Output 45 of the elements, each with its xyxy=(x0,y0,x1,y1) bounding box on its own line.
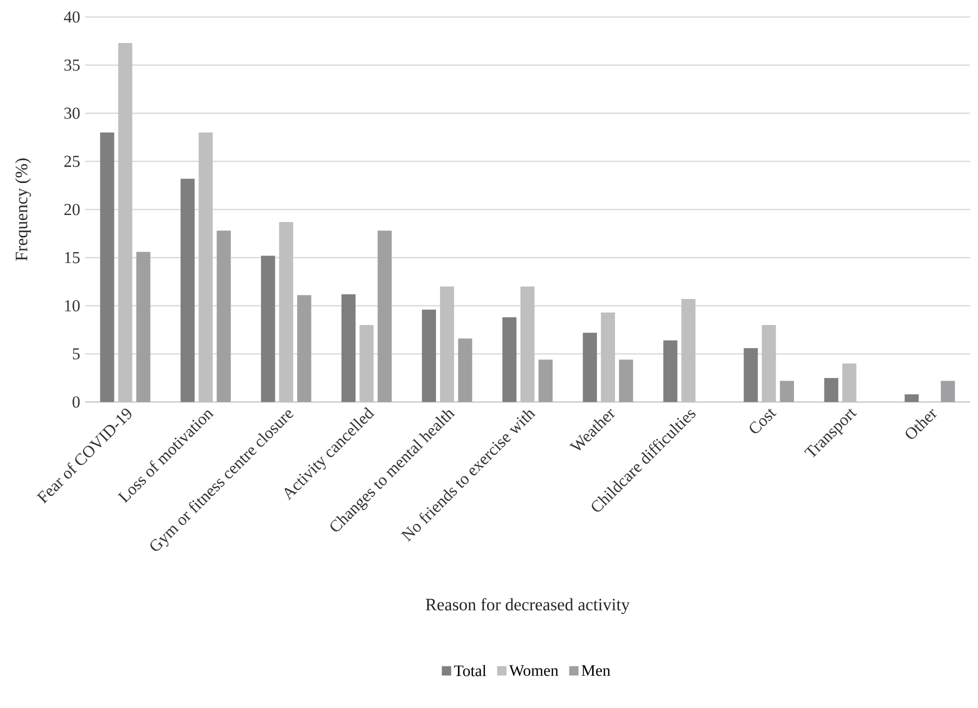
y-tick-label: 40 xyxy=(64,11,80,23)
legend-label: Men xyxy=(582,665,610,676)
bar xyxy=(619,360,634,402)
y-tick-label: 30 xyxy=(64,108,80,119)
y-tick-label: 15 xyxy=(65,252,80,264)
bar xyxy=(297,295,312,402)
y-tick-label: 10 xyxy=(65,300,80,312)
y-tick-label: 20 xyxy=(64,204,80,216)
bar xyxy=(538,360,553,402)
bar xyxy=(842,364,856,402)
bar xyxy=(744,348,758,402)
bar xyxy=(341,294,356,402)
bar xyxy=(780,380,794,402)
bar xyxy=(520,286,535,402)
x-tick-label: Cost xyxy=(750,408,776,434)
legend-label: Women xyxy=(509,665,558,676)
bar xyxy=(663,340,678,402)
bar xyxy=(681,299,696,402)
y-axis-title: Frequency (%) xyxy=(15,158,31,261)
y-tick-label: 5 xyxy=(72,348,80,360)
bar xyxy=(216,230,231,402)
y-tick-label: 0 xyxy=(72,396,80,408)
bar xyxy=(118,42,132,402)
y-tick-label: 35 xyxy=(64,60,80,71)
bar xyxy=(378,230,392,402)
bar xyxy=(261,256,276,402)
bar xyxy=(180,178,195,402)
bar xyxy=(600,312,615,402)
bar xyxy=(360,325,374,402)
legend-label: Total xyxy=(454,664,486,676)
bar xyxy=(198,132,213,402)
bar xyxy=(940,380,955,402)
x-axis-title: Reason for decreased activity xyxy=(426,598,630,614)
bar xyxy=(904,394,919,402)
bar xyxy=(279,222,294,402)
bar xyxy=(582,332,597,402)
bar xyxy=(422,310,436,402)
bar xyxy=(458,338,472,402)
bar xyxy=(502,317,516,402)
y-tick-label: 25 xyxy=(64,156,80,167)
bar xyxy=(440,286,454,402)
bar xyxy=(762,325,776,402)
bar xyxy=(136,252,150,402)
bar xyxy=(100,132,114,402)
bar xyxy=(824,378,838,402)
